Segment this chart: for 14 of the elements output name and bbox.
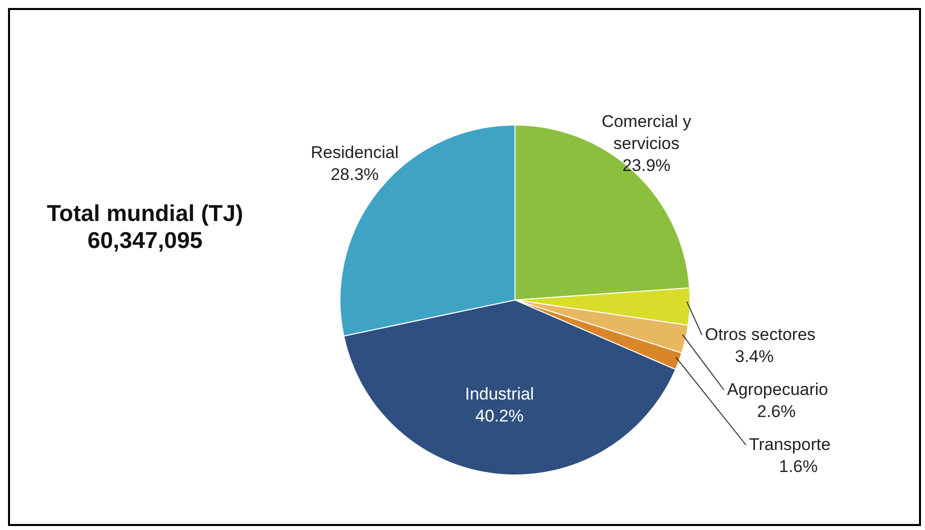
data-label: 23.9%	[622, 156, 671, 175]
data-label: 2.6%	[757, 402, 796, 421]
text: 60,347,095	[86, 227, 204, 254]
data-label: 28.3%	[330, 164, 379, 184]
slice-label: Industrial	[464, 384, 534, 404]
slice-label: Comercial y servicios	[602, 112, 692, 153]
slice-label: Transporte	[749, 435, 831, 454]
slice-label: Agropecuario	[727, 380, 828, 399]
slice-label: Residencial	[310, 142, 399, 162]
slice-label: Otros sectores	[705, 325, 816, 344]
data-label: 1.6%	[779, 457, 818, 476]
data-label: 40.2%	[475, 406, 524, 426]
text: Total mundial (TJ)	[46, 200, 244, 227]
data-label: 3.4%	[735, 347, 774, 366]
